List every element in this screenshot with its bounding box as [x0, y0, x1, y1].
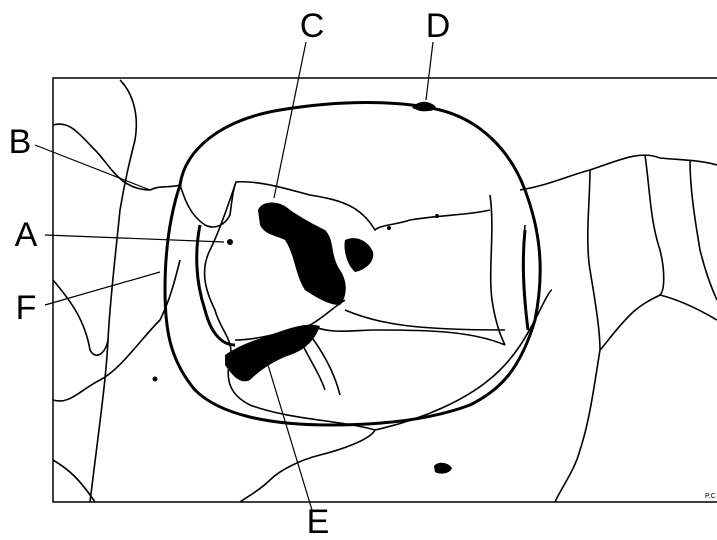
leader-lines	[35, 42, 433, 510]
diagram: C D B A F E P.C	[0, 0, 717, 540]
label-b: B	[9, 123, 32, 161]
frame	[53, 78, 717, 502]
label-e: E	[307, 503, 330, 540]
label-d: D	[426, 7, 451, 45]
cell-boundaries	[53, 80, 717, 502]
label-f: F	[16, 289, 37, 327]
label-c: C	[300, 7, 325, 45]
label-a: A	[15, 216, 38, 254]
signature: P.C	[705, 493, 716, 500]
